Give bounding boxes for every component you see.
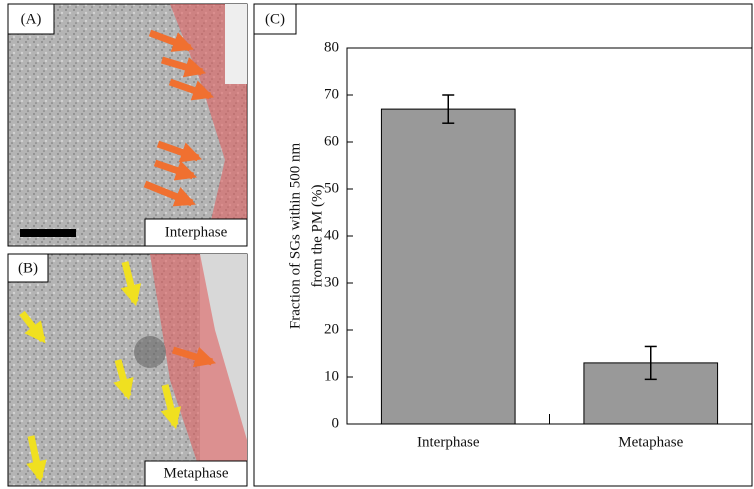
panel-b: (B) Metaphase — [8, 254, 247, 486]
bar — [381, 109, 515, 424]
y-tick-label: 40 — [324, 227, 339, 243]
panel-label: (C) — [265, 11, 285, 27]
y-tick-label: 50 — [324, 180, 339, 196]
y-tick-label: 70 — [324, 86, 339, 102]
y-tick-label: 80 — [324, 39, 339, 55]
y-tick-label: 0 — [332, 415, 340, 431]
figure: (A) Interphase (B) Metaphase (C) Fractio… — [0, 0, 754, 489]
y-axis-title: Fraction of SGs within 500 nm — [287, 143, 303, 330]
y-tick-label: 20 — [324, 321, 339, 337]
image-caption: Interphase — [165, 224, 228, 240]
panel-label: (A) — [21, 11, 42, 27]
y-tick-label: 10 — [324, 368, 339, 384]
x-tick-label: Metaphase — [618, 434, 683, 450]
y-tick-label: 60 — [324, 133, 339, 149]
image-caption: Metaphase — [164, 465, 229, 481]
x-tick-label: Interphase — [417, 434, 480, 450]
panel-label: (B) — [18, 260, 38, 276]
panel-a: (A) Interphase — [8, 4, 247, 246]
y-tick-label: 30 — [324, 274, 339, 290]
